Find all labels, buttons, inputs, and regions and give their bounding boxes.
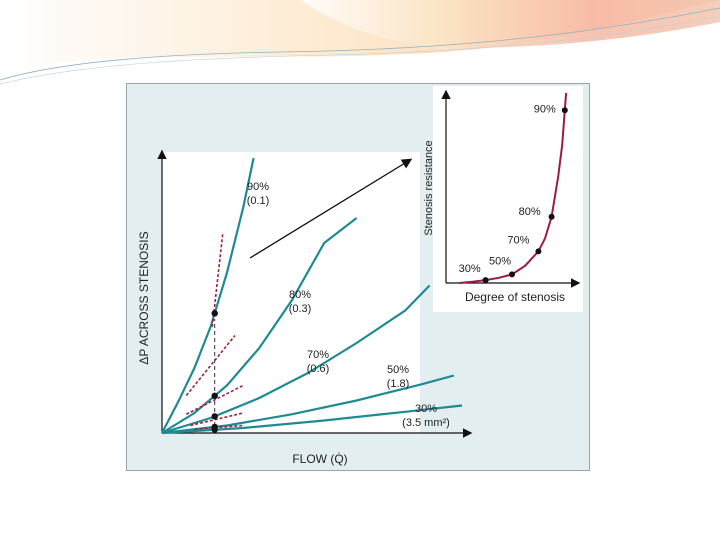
operating-point-30pct — [211, 426, 218, 433]
tangent-line-50pct — [190, 412, 244, 427]
inset-pointer-arrow — [249, 158, 413, 259]
inset-point-70pct — [535, 248, 542, 255]
inset-x-axis-label: Degree of stenosis — [465, 290, 565, 304]
inset-point-label: 90% — [534, 103, 556, 115]
inset-point-80pct — [548, 213, 555, 220]
series-label-value: (1.8) — [387, 378, 410, 390]
inset-point-label: 50% — [489, 255, 511, 267]
series-label-pct: 70% — [307, 349, 329, 361]
tangent-line-30pct — [194, 424, 244, 431]
inset-point-90pct — [561, 107, 568, 114]
series-line-80pct — [161, 217, 358, 434]
inset-point-label: 70% — [507, 234, 529, 246]
operating-point-70pct — [211, 413, 218, 420]
series-label-value: (0.1) — [247, 195, 270, 207]
series-label-value: (0.3) — [289, 303, 312, 315]
inset-plot-area — [433, 86, 583, 312]
tangent-line-80pct — [185, 334, 236, 397]
tangent-line-70pct — [185, 384, 244, 415]
operating-point-80pct — [211, 392, 218, 400]
series-label-pct: 30% — [415, 403, 437, 415]
pressure-flow-chart: ΔP ACROSS STENOSIS FLOW (Q̇) 90% (0.1) 80%… — [137, 149, 473, 466]
series-line-70pct — [161, 284, 431, 435]
series-line-90pct — [161, 157, 255, 434]
series-label-pct: 50% — [387, 364, 409, 376]
series-label-pct: 90% — [247, 181, 269, 193]
inset-point-50pct — [509, 271, 515, 278]
inset-point-30pct — [482, 277, 489, 284]
series-label-pct: 80% — [289, 289, 311, 301]
series-label-value: (0.6) — [307, 363, 330, 375]
inset-y-axis-label: Stenosis resistance — [423, 140, 435, 235]
inset-point-label: 80% — [519, 206, 541, 218]
series-label-value: (3.5 mm²) — [402, 417, 450, 429]
main-plot-area — [162, 152, 420, 433]
slide-header-decoration — [0, 0, 720, 85]
inset-point-label: 30% — [459, 263, 481, 275]
operating-point-90pct — [211, 310, 218, 317]
stenosis-resistance-chart: Stenosis resistance Degree of stenosis 3… — [423, 86, 583, 312]
main-y-axis-label: ΔP ACROSS STENOSIS — [137, 231, 151, 364]
main-x-axis-label: FLOW (Q̇) — [292, 452, 347, 466]
